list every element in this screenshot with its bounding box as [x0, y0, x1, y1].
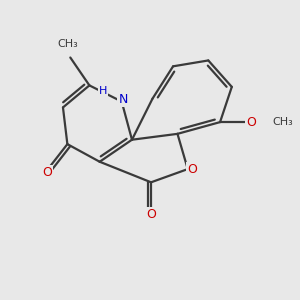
Text: CH₃: CH₃ [272, 117, 293, 127]
Text: N: N [118, 93, 128, 106]
Text: O: O [187, 163, 197, 176]
Text: H: H [98, 86, 107, 96]
Text: CH₃: CH₃ [57, 39, 78, 49]
Text: O: O [146, 208, 156, 220]
Text: O: O [246, 116, 256, 129]
Text: O: O [42, 167, 52, 179]
